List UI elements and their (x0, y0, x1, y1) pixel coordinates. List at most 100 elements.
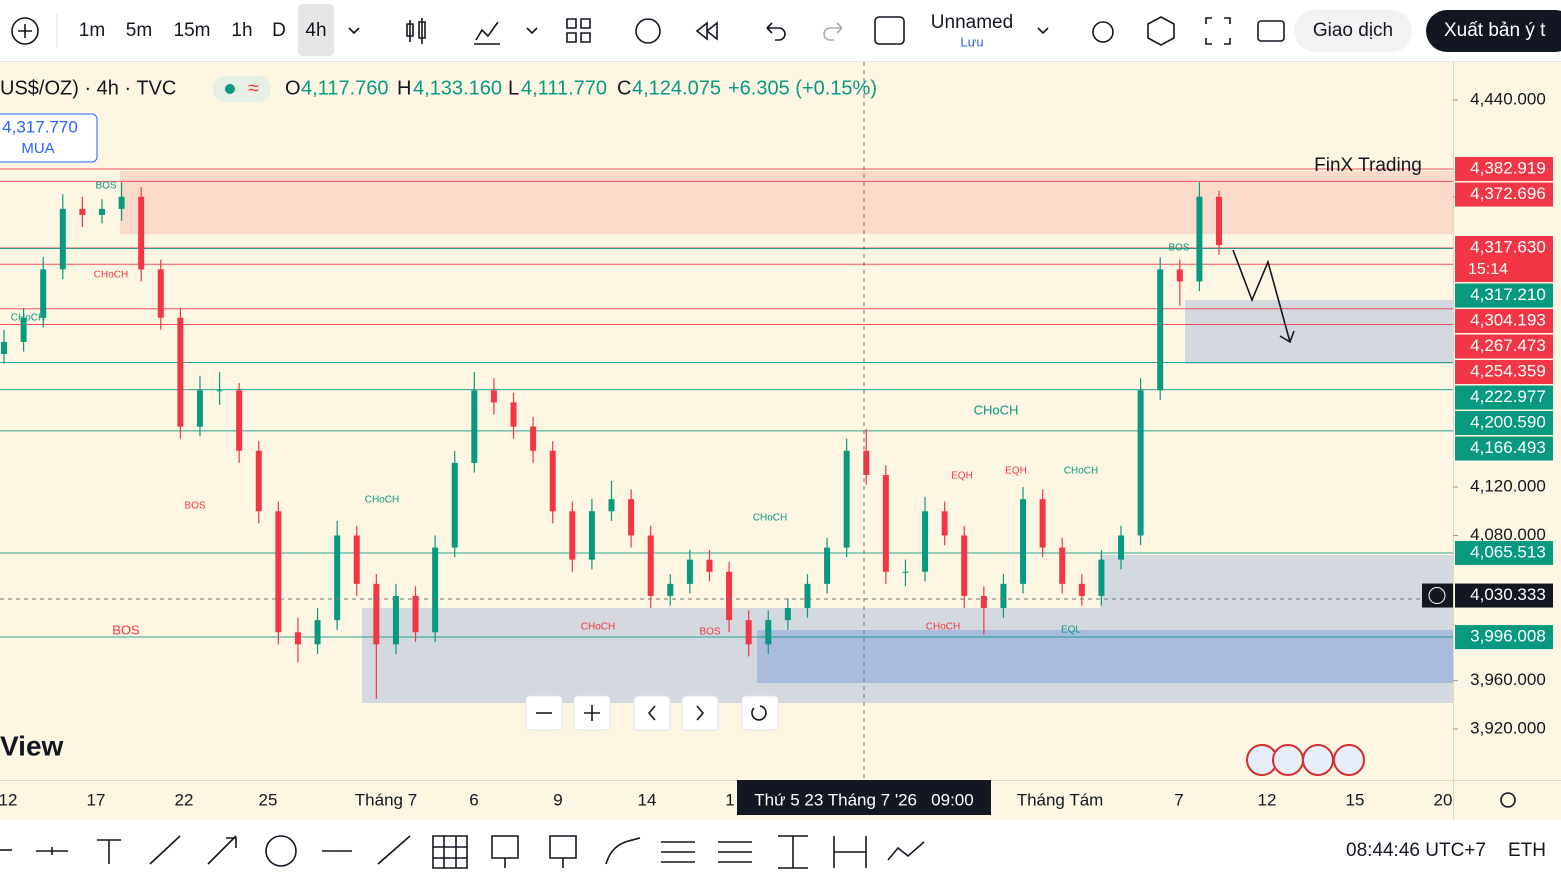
candle-body (1039, 499, 1046, 548)
fullscreen[interactable] (1205, 17, 1231, 45)
interval[interactable]: D (272, 20, 286, 41)
candle-body (255, 450, 262, 512)
x-label: 9 (553, 790, 562, 809)
candle-body (784, 608, 791, 621)
save[interactable]: Lưu (960, 34, 983, 49)
layouts[interactable] (566, 18, 591, 43)
tool[interactable] (718, 841, 752, 863)
tool[interactable] (377, 835, 411, 865)
trade-button[interactable] (1294, 10, 1412, 52)
tool[interactable] (887, 841, 925, 861)
candle-body (1196, 196, 1203, 282)
tool[interactable] (149, 835, 181, 865)
price-label-bg (1455, 283, 1553, 308)
alert[interactable] (635, 18, 661, 44)
candle-body (157, 269, 164, 318)
add-symbol[interactable] (11, 17, 39, 45)
tool[interactable] (491, 835, 519, 868)
x-label: Tháng 7 (355, 790, 417, 809)
interval-active[interactable]: 4h (305, 20, 326, 41)
snapshot[interactable] (1257, 20, 1285, 42)
event-flag[interactable] (1272, 744, 1304, 776)
active-interval-bg (298, 4, 334, 56)
candle-body (882, 474, 889, 572)
trade-label[interactable]: Giao dịch (1313, 20, 1393, 41)
publish-button[interactable] (1426, 10, 1561, 52)
icon (696, 705, 705, 721)
y-tick-label: 3,960.000 (1470, 670, 1546, 689)
close-value: 4,124.075 (632, 77, 721, 99)
buy-button[interactable] (0, 113, 98, 163)
candle-body (980, 595, 987, 609)
choch-label: CHoCH (753, 513, 787, 524)
price-label: 4,222.977 (1470, 387, 1546, 406)
candle-body (59, 208, 66, 270)
redo (823, 22, 843, 41)
scroll-right[interactable] (681, 695, 719, 731)
candle-body (1157, 269, 1164, 391)
layout-icon[interactable] (874, 16, 905, 45)
candle-body (490, 390, 497, 403)
buy-label[interactable]: MUA (21, 140, 54, 157)
icon (751, 705, 767, 721)
crosshair-time: Thứ 5 23 Tháng 7 '26 09:00 (754, 790, 973, 809)
tool[interactable] (432, 835, 468, 869)
tool[interactable] (36, 847, 68, 855)
interval[interactable]: 5m (126, 20, 152, 41)
quick-search[interactable] (1092, 21, 1114, 43)
chart-type[interactable] (406, 18, 426, 44)
session[interactable]: ETH (1508, 840, 1546, 861)
candle-body (236, 390, 243, 451)
candle-body (1118, 535, 1125, 560)
dropdown[interactable] (526, 27, 538, 35)
buy-price[interactable]: 4,317.770 (2, 117, 78, 136)
candle-body (686, 559, 693, 584)
tool[interactable] (605, 837, 641, 865)
layout-name[interactable]: Unnamed (931, 12, 1013, 33)
event-flag[interactable] (1302, 744, 1334, 776)
watermark: View (0, 730, 64, 761)
scroll-left[interactable] (633, 695, 671, 731)
countdown: 15:14 (1468, 261, 1508, 278)
price-label: 4,372.696 (1470, 184, 1546, 203)
replay[interactable] (695, 21, 718, 41)
candle-body (412, 595, 419, 633)
settings[interactable] (1147, 16, 1175, 46)
price-label-bg (1455, 436, 1553, 461)
publish-label[interactable]: Xuất bản ý t (1444, 20, 1546, 41)
interval[interactable]: 1m (79, 20, 105, 41)
price-label-bg (1455, 583, 1553, 608)
x-label: 25 (259, 790, 278, 809)
demand-zone (1185, 300, 1453, 364)
event-flag[interactable] (1333, 744, 1365, 776)
tool[interactable] (833, 836, 867, 868)
settings-icon[interactable] (1500, 792, 1516, 808)
y-tick-label: 3,920.000 (1470, 718, 1546, 737)
eqh-label: EQH (951, 471, 973, 482)
flags (1246, 744, 1365, 776)
bos-label: BOS (112, 622, 140, 637)
tool[interactable] (778, 835, 808, 869)
symbol-name: US$/OZ) · 4h · TVC (0, 77, 176, 99)
x-label: 7 (1174, 790, 1183, 809)
reset[interactable] (741, 695, 779, 731)
candle-body (1216, 196, 1222, 246)
candle-body (294, 632, 301, 645)
bottom-toolbar (0, 820, 1561, 878)
tool[interactable] (207, 835, 237, 865)
interval[interactable]: 1h (231, 20, 252, 41)
candle-body (451, 462, 458, 548)
tool[interactable] (661, 841, 695, 863)
dropdown[interactable] (1037, 27, 1049, 35)
delay-icon: ≈ (248, 77, 259, 99)
tool[interactable] (549, 835, 577, 868)
candle-body (1176, 269, 1183, 282)
dropdown[interactable] (348, 27, 360, 35)
undo[interactable] (766, 22, 786, 41)
interval[interactable]: 15m (174, 20, 211, 41)
price-label-bg (1455, 385, 1553, 410)
high-prefix: H (397, 77, 411, 99)
indicators[interactable] (474, 21, 500, 45)
tool[interactable] (265, 835, 297, 867)
tool[interactable] (97, 839, 121, 864)
